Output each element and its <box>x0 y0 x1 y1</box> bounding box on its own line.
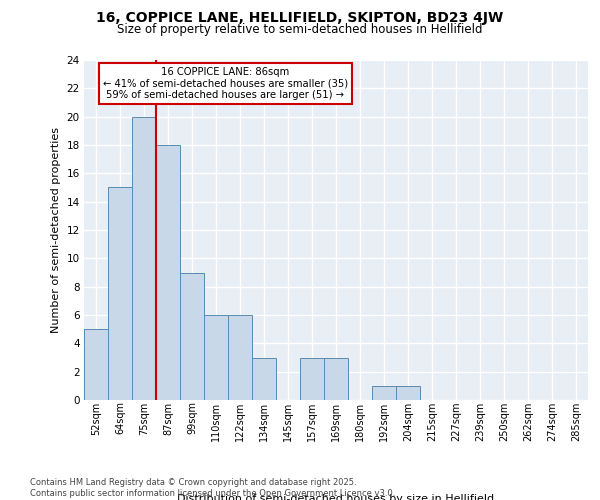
Bar <box>325 358 347 400</box>
Bar <box>157 145 179 400</box>
Bar <box>133 116 155 400</box>
Text: 16, COPPICE LANE, HELLIFIELD, SKIPTON, BD23 4JW: 16, COPPICE LANE, HELLIFIELD, SKIPTON, B… <box>97 11 503 25</box>
Text: Size of property relative to semi-detached houses in Hellifield: Size of property relative to semi-detach… <box>117 22 483 36</box>
Y-axis label: Number of semi-detached properties: Number of semi-detached properties <box>51 127 61 333</box>
Bar <box>301 358 323 400</box>
Bar <box>397 386 419 400</box>
Text: Contains HM Land Registry data © Crown copyright and database right 2025.
Contai: Contains HM Land Registry data © Crown c… <box>30 478 395 498</box>
X-axis label: Distribution of semi-detached houses by size in Hellifield: Distribution of semi-detached houses by … <box>178 494 494 500</box>
Bar <box>229 315 251 400</box>
Bar <box>85 329 107 400</box>
Bar <box>373 386 395 400</box>
Bar <box>253 358 275 400</box>
Bar <box>181 272 203 400</box>
Text: 16 COPPICE LANE: 86sqm
← 41% of semi-detached houses are smaller (35)
59% of sem: 16 COPPICE LANE: 86sqm ← 41% of semi-det… <box>103 67 347 100</box>
Bar <box>205 315 227 400</box>
Bar <box>109 188 131 400</box>
